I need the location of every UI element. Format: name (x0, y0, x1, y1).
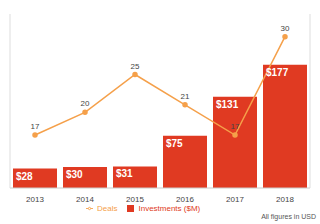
svg-text:2018: 2018 (276, 195, 294, 204)
html-text:Deals: Deals (97, 204, 118, 213)
svg-text:21: 21 (181, 92, 190, 101)
svg-text:20: 20 (81, 99, 90, 108)
svg-text:2015: 2015 (126, 195, 144, 204)
svg-text:30: 30 (281, 24, 290, 33)
svg-text:$131: $131 (216, 99, 239, 110)
svg-text:$75: $75 (166, 138, 183, 149)
svg-text:17: 17 (31, 122, 40, 131)
svg-text:$177: $177 (266, 67, 289, 78)
svg-text:2017: 2017 (226, 195, 244, 204)
svg-text:25: 25 (131, 62, 140, 71)
html-text:All figures in USD: All figures in USD (261, 213, 316, 220)
svg-text:$30: $30 (66, 169, 83, 180)
svg-text:17: 17 (231, 122, 240, 131)
svg-text:2013: 2013 (26, 195, 44, 204)
svg-text:$28: $28 (16, 171, 33, 182)
svg-text:$31: $31 (116, 168, 133, 179)
svg-text:2014: 2014 (76, 195, 94, 204)
svg-text:2016: 2016 (176, 195, 194, 204)
html-text:Investments ($M): Investments ($M) (138, 204, 201, 213)
